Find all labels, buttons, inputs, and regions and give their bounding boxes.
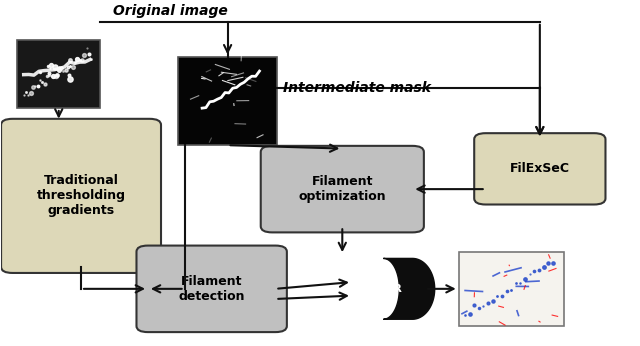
Bar bbox=[459, 252, 564, 326]
FancyBboxPatch shape bbox=[136, 246, 287, 332]
Text: Filament
optimization: Filament optimization bbox=[298, 175, 386, 203]
Bar bbox=[17, 40, 100, 108]
FancyBboxPatch shape bbox=[474, 133, 605, 204]
Text: Original image: Original image bbox=[113, 4, 228, 18]
Bar bbox=[178, 57, 277, 145]
Text: Traditional
thresholding
gradients: Traditional thresholding gradients bbox=[36, 174, 125, 217]
Text: FilExSeC: FilExSeC bbox=[510, 162, 570, 175]
Text: Filament
detection: Filament detection bbox=[179, 275, 245, 303]
FancyBboxPatch shape bbox=[1, 119, 161, 273]
Text: Intermediate mask: Intermediate mask bbox=[284, 81, 431, 95]
Text: OR: OR bbox=[385, 284, 402, 294]
FancyBboxPatch shape bbox=[260, 146, 424, 233]
Polygon shape bbox=[383, 258, 435, 319]
